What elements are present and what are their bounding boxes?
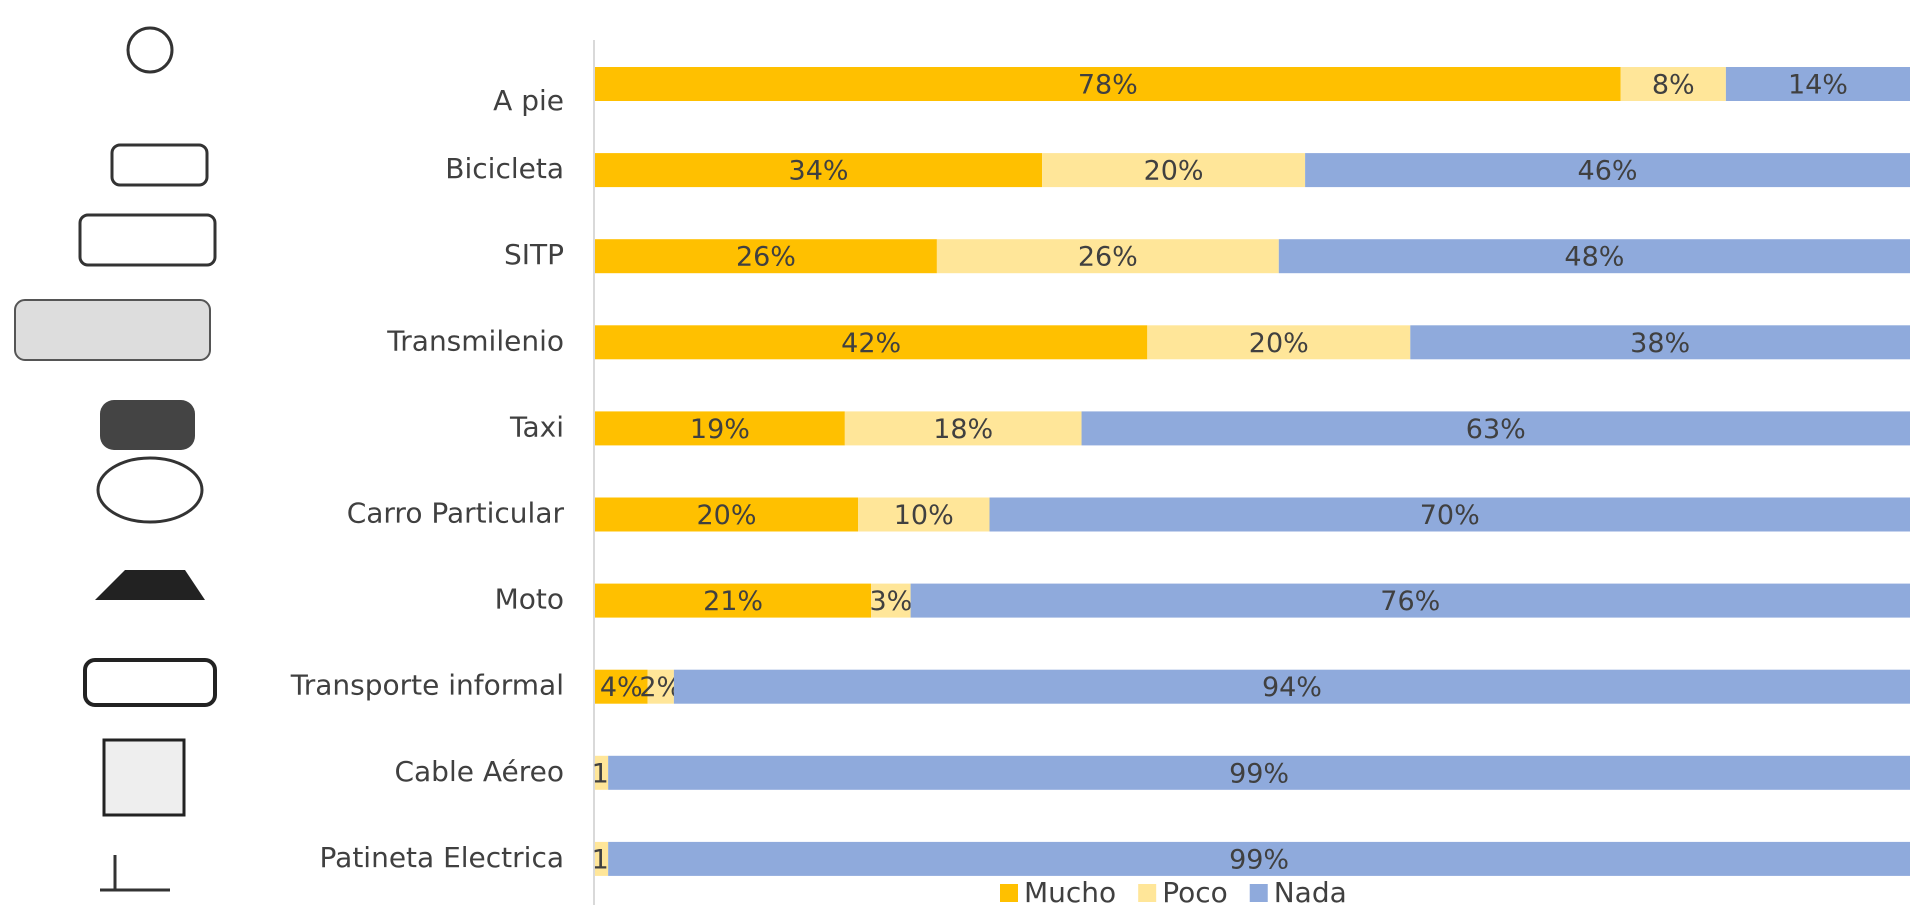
bar-segment — [595, 67, 1621, 101]
bar-segment — [1725, 67, 1910, 101]
bar-segment — [858, 497, 990, 532]
legend-swatch — [1000, 884, 1018, 902]
value-label: 14% — [1788, 70, 1848, 101]
bar-segment — [673, 669, 1910, 704]
icon — [83, 658, 217, 707]
bar-segment — [595, 669, 648, 704]
value-label: 3% — [869, 586, 912, 617]
bar-segment — [936, 239, 1279, 274]
value-label: 20% — [696, 500, 756, 531]
value-label: 99% — [1229, 844, 1289, 875]
value-label: 8% — [1652, 70, 1695, 101]
value-label: 21% — [703, 586, 763, 617]
category-label: Bicicleta — [445, 152, 564, 185]
bar-segment — [595, 583, 872, 618]
bar-segment — [1147, 325, 1411, 360]
value-label: 76% — [1380, 586, 1440, 617]
icon — [100, 400, 195, 450]
legend-label: Mucho — [1024, 876, 1116, 909]
icon — [102, 738, 186, 817]
bar-segment — [595, 497, 858, 532]
icon — [95, 570, 205, 600]
category-label: Patineta Electrica — [320, 841, 564, 874]
category-label: A pie — [493, 84, 564, 117]
bar-segment — [1081, 411, 1910, 446]
value-label: 38% — [1630, 328, 1690, 359]
bar-segment — [989, 497, 1910, 532]
value-label: 18% — [933, 414, 993, 445]
bar-segment — [647, 669, 674, 704]
bar-segment — [608, 755, 1910, 790]
legend-label: Nada — [1274, 876, 1347, 909]
value-label: 20% — [1249, 328, 1309, 359]
value-label: 63% — [1466, 414, 1526, 445]
value-label: 70% — [1420, 500, 1480, 531]
value-label: 26% — [1078, 242, 1138, 273]
value-label: 34% — [789, 156, 849, 187]
bar-segment — [595, 755, 609, 790]
value-label: 46% — [1578, 156, 1638, 187]
value-label: 4% — [600, 672, 643, 703]
bar-segment — [595, 325, 1148, 360]
category-label: SITP — [504, 238, 564, 271]
category-label: Carro Particular — [347, 497, 565, 530]
category-label: Transporte informal — [290, 669, 564, 702]
value-label: 94% — [1262, 672, 1322, 703]
bar-segment — [1305, 153, 1910, 188]
icon — [100, 855, 170, 892]
bar-segment — [608, 841, 1910, 876]
value-label: 42% — [841, 328, 901, 359]
bar-segment — [844, 411, 1082, 446]
value-label: 19% — [690, 414, 750, 445]
icon — [110, 143, 209, 187]
icon — [78, 213, 217, 267]
value-label: 10% — [894, 500, 954, 531]
bar-segment — [1278, 239, 1910, 274]
value-label: 48% — [1564, 242, 1624, 273]
category-label: Moto — [495, 583, 564, 616]
value-label: 20% — [1144, 156, 1204, 187]
legend-swatch — [1249, 884, 1268, 902]
bar-segment — [910, 583, 1910, 618]
icon — [14, 299, 211, 361]
category-label: Cable Aéreo — [394, 755, 564, 788]
value-label: 99% — [1229, 758, 1289, 789]
bar-segment — [595, 841, 609, 876]
value-label: 78% — [1078, 70, 1138, 101]
value-label: 26% — [736, 242, 796, 273]
bar-segment — [1410, 325, 1910, 360]
icons — [14, 26, 217, 892]
bar-segment — [595, 153, 1043, 188]
category-label: Transmilenio — [386, 324, 564, 357]
bar-segment — [595, 239, 937, 274]
legend-swatch — [1138, 884, 1157, 902]
category-label: Taxi — [509, 410, 564, 443]
icon — [96, 456, 204, 524]
bar-segment — [595, 411, 845, 446]
icon — [126, 26, 174, 74]
legend-label: Poco — [1162, 876, 1228, 909]
bar-segment — [871, 583, 911, 618]
bar-segment — [1620, 67, 1726, 101]
bar-segment — [1042, 153, 1306, 188]
